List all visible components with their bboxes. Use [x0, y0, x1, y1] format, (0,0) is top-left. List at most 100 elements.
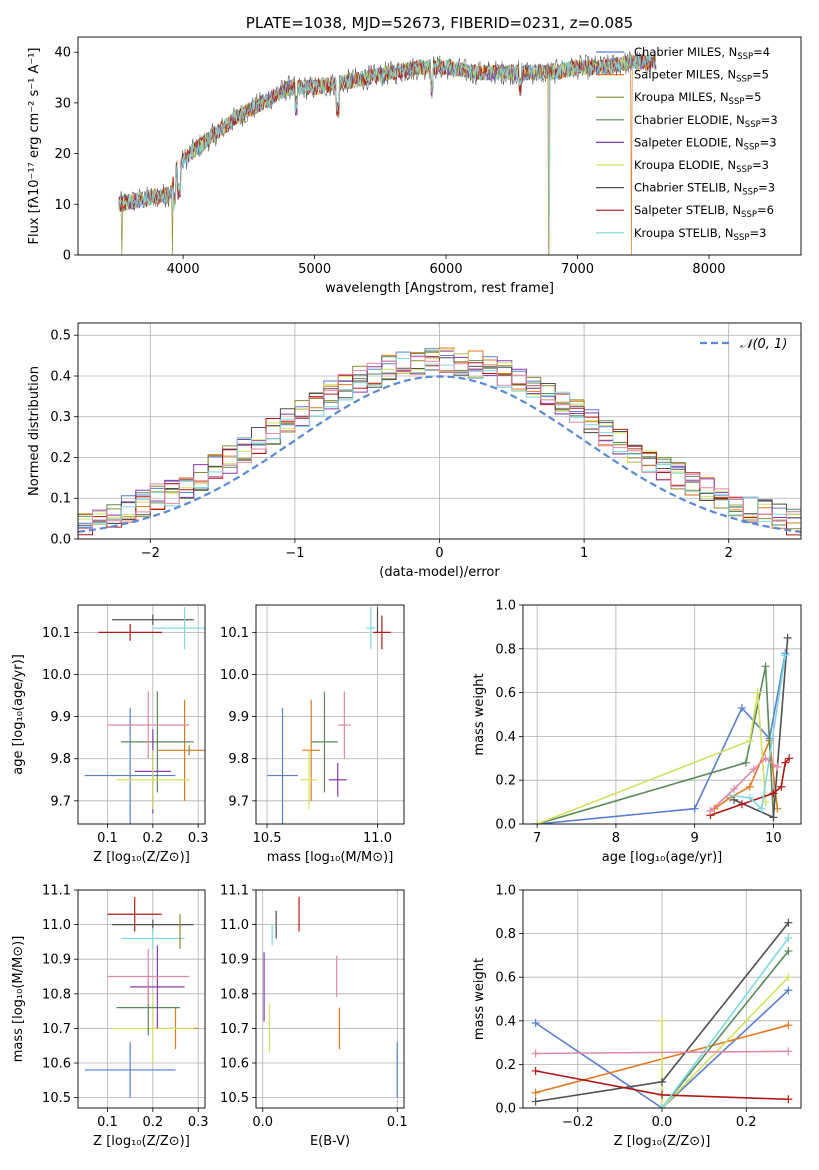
axes-frame — [255, 889, 405, 1109]
axes-frame — [77, 889, 206, 1109]
y-tick-label: 0.2 — [495, 1058, 516, 1073]
data-point-marker — [781, 651, 790, 660]
data-point-marker — [753, 688, 762, 697]
axes-frame — [77, 36, 802, 256]
y-tick-label: 0.4 — [495, 730, 516, 745]
y-tick-label: 0.0 — [495, 1102, 516, 1117]
x-tick-label: 0.0 — [652, 1115, 673, 1130]
y-tick-label: 10.7 — [220, 1022, 249, 1037]
y-tick-label: 0.4 — [50, 369, 71, 384]
x-tick-label: 10 — [765, 831, 782, 846]
data-point-marker — [785, 754, 794, 763]
data-point-marker — [658, 1077, 666, 1086]
weight-line — [730, 655, 786, 811]
x-tick-label: −0.2 — [562, 1115, 594, 1130]
data-point-marker — [784, 1021, 793, 1030]
data-point-marker — [784, 973, 793, 982]
axes-frame — [255, 604, 405, 825]
legend-label: Salpeter STELIB, NSSP=6 — [634, 203, 774, 220]
panel-age-vs-mass: 10.5 11.0 9.7 9.8 9.9 10.0 10.1 mass [log₁₀(M/M… — [220, 604, 405, 865]
data-point-marker — [749, 765, 758, 774]
y-tick-label: 11.0 — [42, 918, 71, 933]
axes-frame — [522, 889, 802, 1109]
normal-curve — [78, 375, 801, 533]
panel-mass-vs-Z: 0.1 0.2 0.3 10.5 10.6 10.7 10.8 10.9 11.0 11.1 Z [… — [11, 884, 209, 1150]
data-point-marker — [658, 1090, 666, 1099]
y-axis-label: Normed distribution — [27, 366, 42, 496]
weight-line — [661, 937, 790, 1108]
y-tick-label: 10 — [54, 198, 71, 213]
y-tick-label: 10.9 — [220, 953, 249, 968]
x-axis-label: Z [log₁₀(Z/Z⊙)] — [614, 1134, 711, 1149]
y-tick-label: 11.1 — [220, 884, 249, 899]
y-tick-label: 0.8 — [495, 927, 516, 942]
y-tick-label: 9.7 — [50, 794, 71, 809]
x-axis-label: Z [log₁₀(Z/Z⊙)] — [93, 1134, 190, 1149]
panel-age-vs-Z: 0.1 0.2 0.3 9.7 9.8 9.9 10.0 10.1 Z [log₁₀(Z/Z⊙)… — [11, 604, 209, 865]
x-tick-label: 7000 — [561, 262, 594, 277]
y-tick-label: 0.0 — [495, 818, 516, 833]
panel-weight-vs-age: 7 8 9 10 0.0 0.2 0.4 0.6 0.8 1.0 age [log₁₀(age/yr… — [472, 599, 802, 865]
data-point-marker — [773, 763, 782, 772]
plot-area — [78, 347, 801, 539]
data-point-marker — [745, 782, 754, 791]
y-tick-label: 9.9 — [228, 710, 249, 725]
y-tick-label: 40 — [54, 46, 71, 61]
data-point-marker — [784, 947, 793, 956]
data-point-marker — [531, 1018, 540, 1027]
y-tick-label: 0.8 — [495, 642, 516, 657]
y-tick-label: 9.7 — [228, 794, 249, 809]
data-point-marker — [533, 820, 542, 824]
panel-weight-vs-Z: −0.2 0.0 0.2 0.0 0.2 0.4 0.6 0.8 1.0 Z [log₁₀(Z/Z… — [472, 884, 802, 1149]
x-tick-label: 10.5 — [253, 831, 282, 846]
x-tick-label: 11.0 — [363, 831, 392, 846]
x-tick-label: 0 — [435, 546, 443, 561]
y-tick-label: 0 — [63, 249, 71, 264]
y-tick-label: 10.5 — [42, 1091, 71, 1106]
y-tick-label: 0.3 — [50, 410, 71, 425]
plot-area — [531, 918, 793, 1108]
x-tick-label: −2 — [141, 546, 160, 561]
y-axis-label: mass weight — [472, 673, 487, 755]
y-tick-label: 0.2 — [50, 451, 71, 466]
weight-line — [537, 653, 786, 824]
y-axis-label: age [log₁₀(age/yr)] — [11, 654, 26, 775]
legend-label: Kroupa ELODIE, NSSP=3 — [634, 158, 769, 175]
weight-line — [535, 1050, 789, 1055]
x-tick-label: 2 — [725, 546, 733, 561]
plot-area — [84, 896, 199, 1098]
plot-area — [267, 607, 391, 824]
x-axis-label: age [log₁₀(age/yr)] — [602, 850, 723, 865]
y-tick-label: 11.0 — [220, 918, 249, 933]
y-tick-label: 1.0 — [495, 599, 516, 614]
data-point-marker — [745, 793, 754, 802]
x-tick-label: 4000 — [167, 262, 200, 277]
legend-label: Kroupa STELIB, NSSP=3 — [634, 226, 766, 243]
y-tick-label: 0.5 — [50, 329, 71, 344]
legend-label: Chabrier STELIB, NSSP=3 — [634, 181, 775, 198]
x-axis-label: E(B-V) — [310, 1134, 350, 1149]
weight-line — [536, 666, 775, 824]
x-tick-label: 8000 — [692, 262, 725, 277]
x-axis-label: wavelength [Angstrom, rest frame] — [325, 281, 554, 296]
data-point-marker — [781, 758, 790, 767]
y-tick-label: 10.6 — [42, 1057, 71, 1072]
y-tick-label: 10.0 — [220, 668, 249, 683]
weight-line — [661, 950, 790, 1108]
legend-label: Chabrier ELODIE, NSSP=3 — [634, 113, 778, 130]
data-point-marker — [784, 986, 793, 995]
y-tick-label: 0.4 — [495, 1014, 516, 1029]
weight-line — [536, 692, 767, 824]
data-point-marker — [531, 1066, 540, 1075]
x-tick-label: 0.3 — [188, 1115, 209, 1130]
x-tick-label: 0.0 — [252, 1115, 273, 1130]
weight-line — [661, 976, 789, 1108]
data-point-marker — [769, 789, 778, 798]
y-tick-label: 0.1 — [50, 492, 71, 507]
data-point-marker — [761, 662, 770, 671]
data-point-marker — [784, 933, 793, 942]
y-tick-label: 9.8 — [228, 752, 249, 767]
y-tick-label: 10.6 — [220, 1057, 249, 1072]
x-tick-label: 5000 — [298, 262, 331, 277]
